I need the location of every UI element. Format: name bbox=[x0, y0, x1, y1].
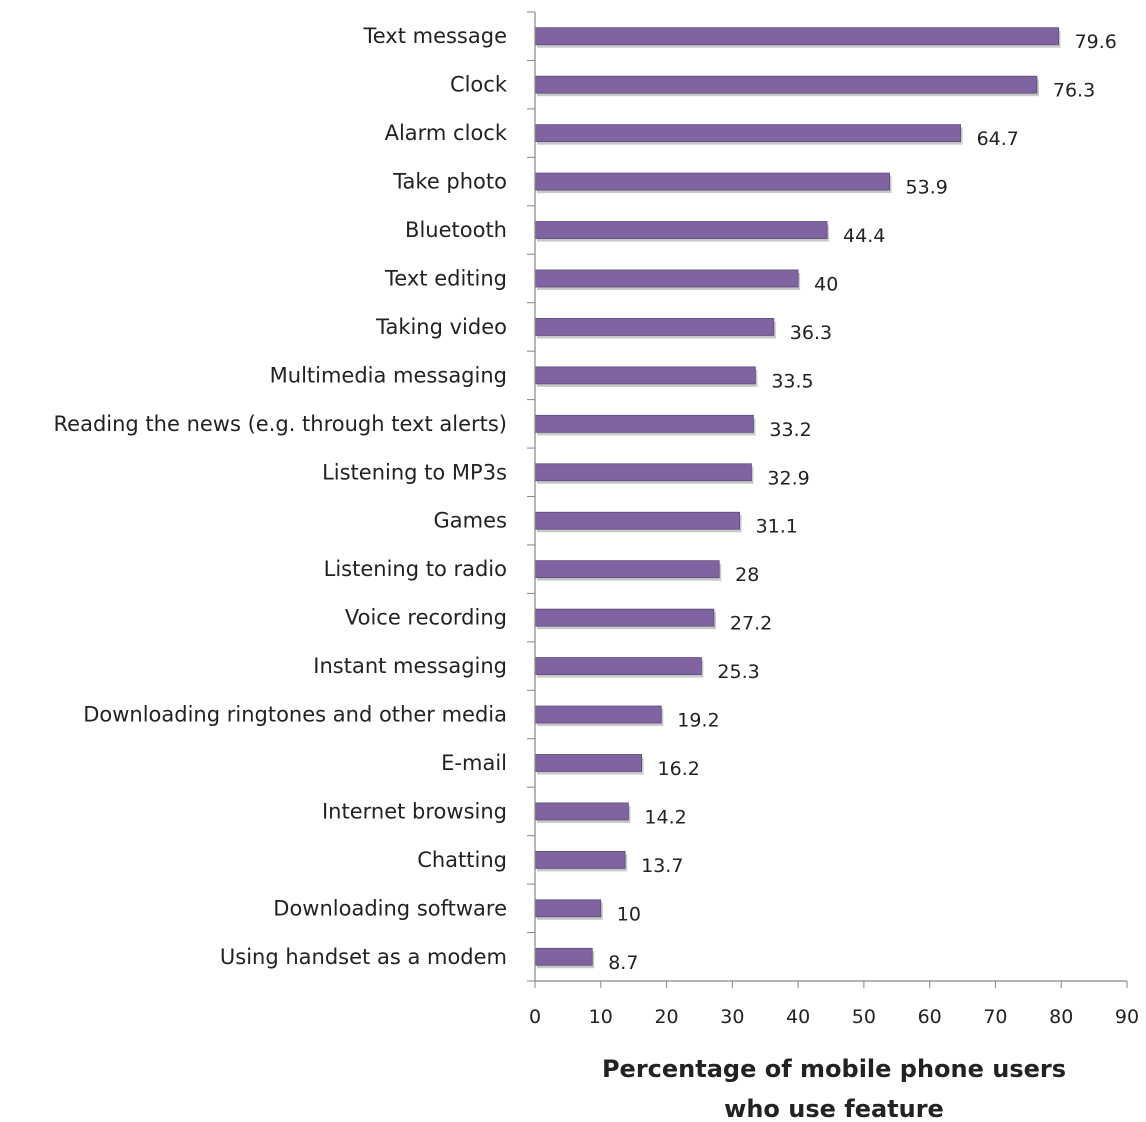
bars-layer bbox=[534, 27, 1061, 969]
category-label: Downloading ringtones and other media bbox=[83, 703, 507, 727]
category-label: Instant messaging bbox=[313, 654, 507, 678]
value-label: 14.2 bbox=[644, 806, 686, 828]
category-label: Games bbox=[434, 509, 507, 533]
value-label: 40 bbox=[814, 273, 838, 295]
value-label: 10 bbox=[617, 903, 641, 925]
bar bbox=[534, 463, 752, 482]
category-label: Listening to radio bbox=[324, 557, 507, 581]
bar bbox=[534, 802, 629, 821]
value-label: 33.2 bbox=[769, 419, 811, 441]
value-label: 16.2 bbox=[658, 758, 700, 780]
x-tick-label: 0 bbox=[529, 1006, 541, 1028]
category-label: Multimedia messaging bbox=[270, 363, 507, 387]
x-axis-title-line-2: who use feature bbox=[724, 1095, 944, 1122]
category-label: Internet browsing bbox=[322, 799, 507, 823]
bar bbox=[534, 850, 626, 869]
bar bbox=[534, 899, 602, 918]
bar bbox=[534, 172, 890, 191]
bar bbox=[534, 414, 754, 433]
category-label: Take photo bbox=[392, 170, 507, 194]
value-label: 27.2 bbox=[730, 613, 772, 635]
category-label: Chatting bbox=[417, 848, 507, 872]
category-label: Reading the news (e.g. through text aler… bbox=[54, 412, 507, 436]
bar bbox=[534, 705, 662, 724]
bar bbox=[534, 269, 799, 288]
category-label: Downloading software bbox=[273, 896, 507, 920]
category-label: Bluetooth bbox=[405, 218, 507, 242]
bar bbox=[534, 75, 1038, 94]
bar bbox=[534, 560, 720, 579]
x-tick-label: 50 bbox=[852, 1006, 876, 1028]
value-label: 76.3 bbox=[1053, 80, 1095, 102]
category-label: Clock bbox=[450, 73, 508, 97]
bar bbox=[534, 27, 1059, 46]
category-label: Using handset as a modem bbox=[220, 945, 507, 969]
bar bbox=[534, 221, 828, 239]
x-tick-label: 40 bbox=[786, 1006, 810, 1028]
category-label: E-mail bbox=[441, 751, 507, 775]
x-tick-label: 30 bbox=[720, 1006, 744, 1028]
bar bbox=[534, 366, 756, 385]
value-label: 64.7 bbox=[977, 128, 1019, 150]
value-label: 53.9 bbox=[906, 177, 948, 199]
category-label: Voice recording bbox=[345, 606, 507, 630]
x-tick-label: 60 bbox=[918, 1006, 942, 1028]
value-label: 8.7 bbox=[608, 952, 638, 974]
category-label: Taking video bbox=[375, 315, 507, 339]
bar bbox=[534, 657, 702, 675]
category-label: Text message bbox=[362, 24, 507, 48]
value-label: 28 bbox=[735, 564, 759, 586]
category-label: Listening to MP3s bbox=[322, 460, 507, 484]
value-label: 79.6 bbox=[1075, 31, 1117, 53]
value-label: 13.7 bbox=[641, 855, 683, 877]
x-tick-label: 90 bbox=[1115, 1006, 1139, 1028]
bar bbox=[534, 511, 740, 530]
x-axis-title-line-1: Percentage of mobile phone users bbox=[602, 1055, 1066, 1083]
bar bbox=[534, 608, 715, 627]
value-label: 44.4 bbox=[843, 225, 885, 247]
value-label: 33.5 bbox=[771, 370, 813, 392]
x-axis-title: Percentage of mobile phone users who use… bbox=[602, 1055, 1066, 1122]
category-label: Text editing bbox=[384, 266, 507, 290]
category-label: Alarm clock bbox=[385, 121, 508, 145]
bar bbox=[534, 947, 593, 966]
bar bbox=[534, 754, 642, 772]
x-tick-label: 20 bbox=[654, 1006, 678, 1028]
x-tick-label: 70 bbox=[983, 1006, 1007, 1028]
value-label: 31.1 bbox=[756, 516, 798, 538]
value-label: 36.3 bbox=[790, 322, 832, 344]
x-tick-label: 80 bbox=[1049, 1006, 1073, 1028]
bar bbox=[534, 318, 775, 336]
labels-layer: Text message 79.6 Clock 76.3 Alarm clock 64.7… bbox=[54, 24, 1140, 1028]
x-tick-label: 10 bbox=[589, 1006, 613, 1028]
value-label: 25.3 bbox=[717, 661, 759, 683]
axis-layer bbox=[527, 11, 1128, 988]
bar bbox=[534, 124, 961, 143]
value-label: 32.9 bbox=[767, 467, 809, 489]
value-label: 19.2 bbox=[677, 710, 719, 732]
